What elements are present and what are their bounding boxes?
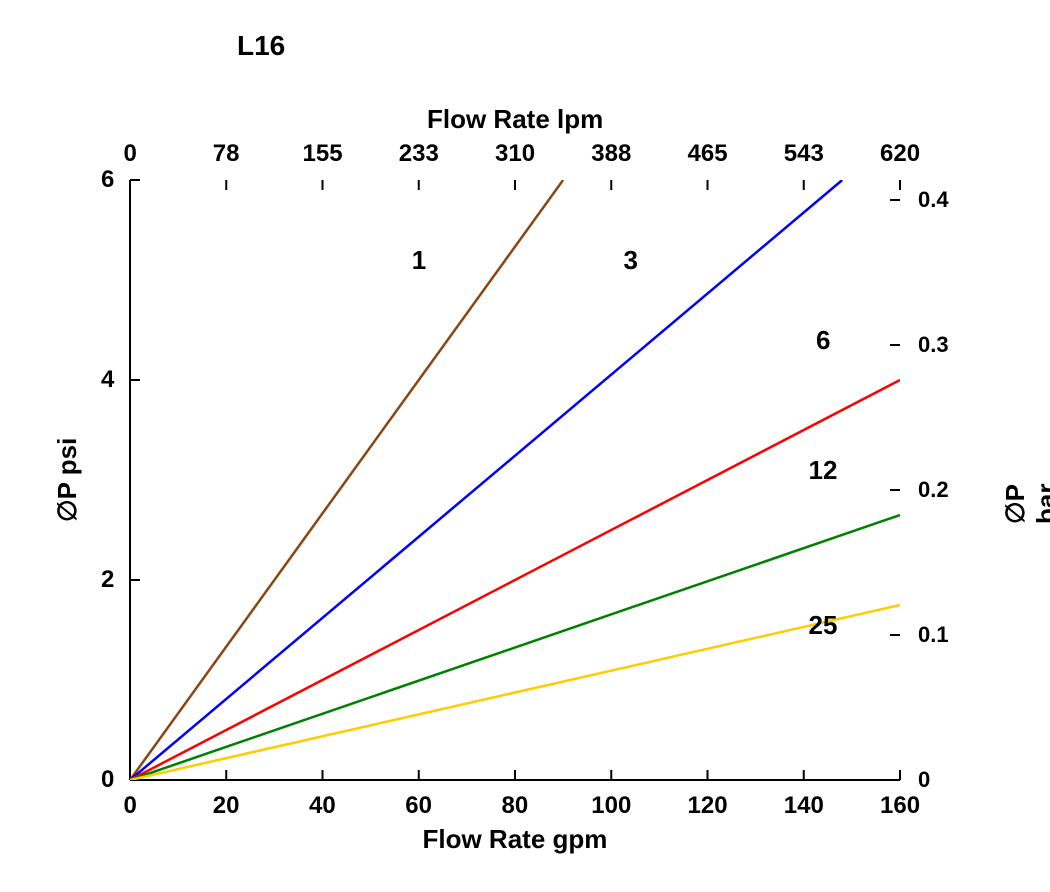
x-top-tick-620: 620 bbox=[880, 140, 920, 168]
series-line-1 bbox=[130, 180, 563, 780]
series-label-12: 12 bbox=[809, 455, 838, 486]
y-left-tick-6: 6 bbox=[101, 166, 114, 194]
y-left-tick-0: 0 bbox=[101, 766, 114, 794]
series-line-6 bbox=[130, 380, 900, 780]
series-label-25: 25 bbox=[809, 610, 838, 641]
y-right-tick-0.4: 0.4 bbox=[918, 187, 949, 213]
chart-plot bbox=[0, 0, 1050, 892]
x-top-tick-155: 155 bbox=[303, 140, 343, 168]
x-bottom-tick-0: 0 bbox=[124, 792, 137, 820]
series-label-1: 1 bbox=[412, 245, 426, 276]
y-left-tick-2: 2 bbox=[101, 566, 114, 594]
x-top-tick-78: 78 bbox=[213, 140, 240, 168]
x-bottom-tick-160: 160 bbox=[880, 792, 920, 820]
y-right-axis-label: ∅P bar bbox=[1000, 474, 1050, 524]
x-bottom-axis-label: Flow Rate gpm bbox=[423, 824, 608, 855]
series-label-6: 6 bbox=[816, 325, 830, 356]
y-left-tick-4: 4 bbox=[101, 366, 114, 394]
y-right-tick-0.2: 0.2 bbox=[918, 477, 949, 503]
x-top-tick-388: 388 bbox=[591, 140, 631, 168]
x-top-tick-543: 543 bbox=[784, 140, 824, 168]
x-bottom-tick-120: 120 bbox=[688, 792, 728, 820]
x-bottom-tick-40: 40 bbox=[309, 792, 336, 820]
y-right-tick-0.3: 0.3 bbox=[918, 332, 949, 358]
page-root: L16 Flow Rate lpm Flow Rate gpm ∅P psi ∅… bbox=[0, 0, 1050, 892]
series-line-12 bbox=[130, 515, 900, 780]
x-bottom-tick-140: 140 bbox=[784, 792, 824, 820]
x-bottom-tick-20: 20 bbox=[213, 792, 240, 820]
series-line-25 bbox=[130, 605, 900, 780]
series-label-3: 3 bbox=[624, 245, 638, 276]
x-bottom-tick-80: 80 bbox=[502, 792, 529, 820]
x-top-tick-0: 0 bbox=[124, 140, 137, 168]
x-bottom-tick-60: 60 bbox=[405, 792, 432, 820]
y-right-tick-0: 0 bbox=[918, 767, 930, 793]
series-line-3 bbox=[130, 180, 842, 780]
x-bottom-tick-100: 100 bbox=[591, 792, 631, 820]
y-left-axis-label: ∅P psi bbox=[52, 438, 83, 522]
x-top-tick-310: 310 bbox=[495, 140, 535, 168]
x-top-tick-233: 233 bbox=[399, 140, 439, 168]
y-right-tick-0.1: 0.1 bbox=[918, 622, 949, 648]
x-top-tick-465: 465 bbox=[688, 140, 728, 168]
